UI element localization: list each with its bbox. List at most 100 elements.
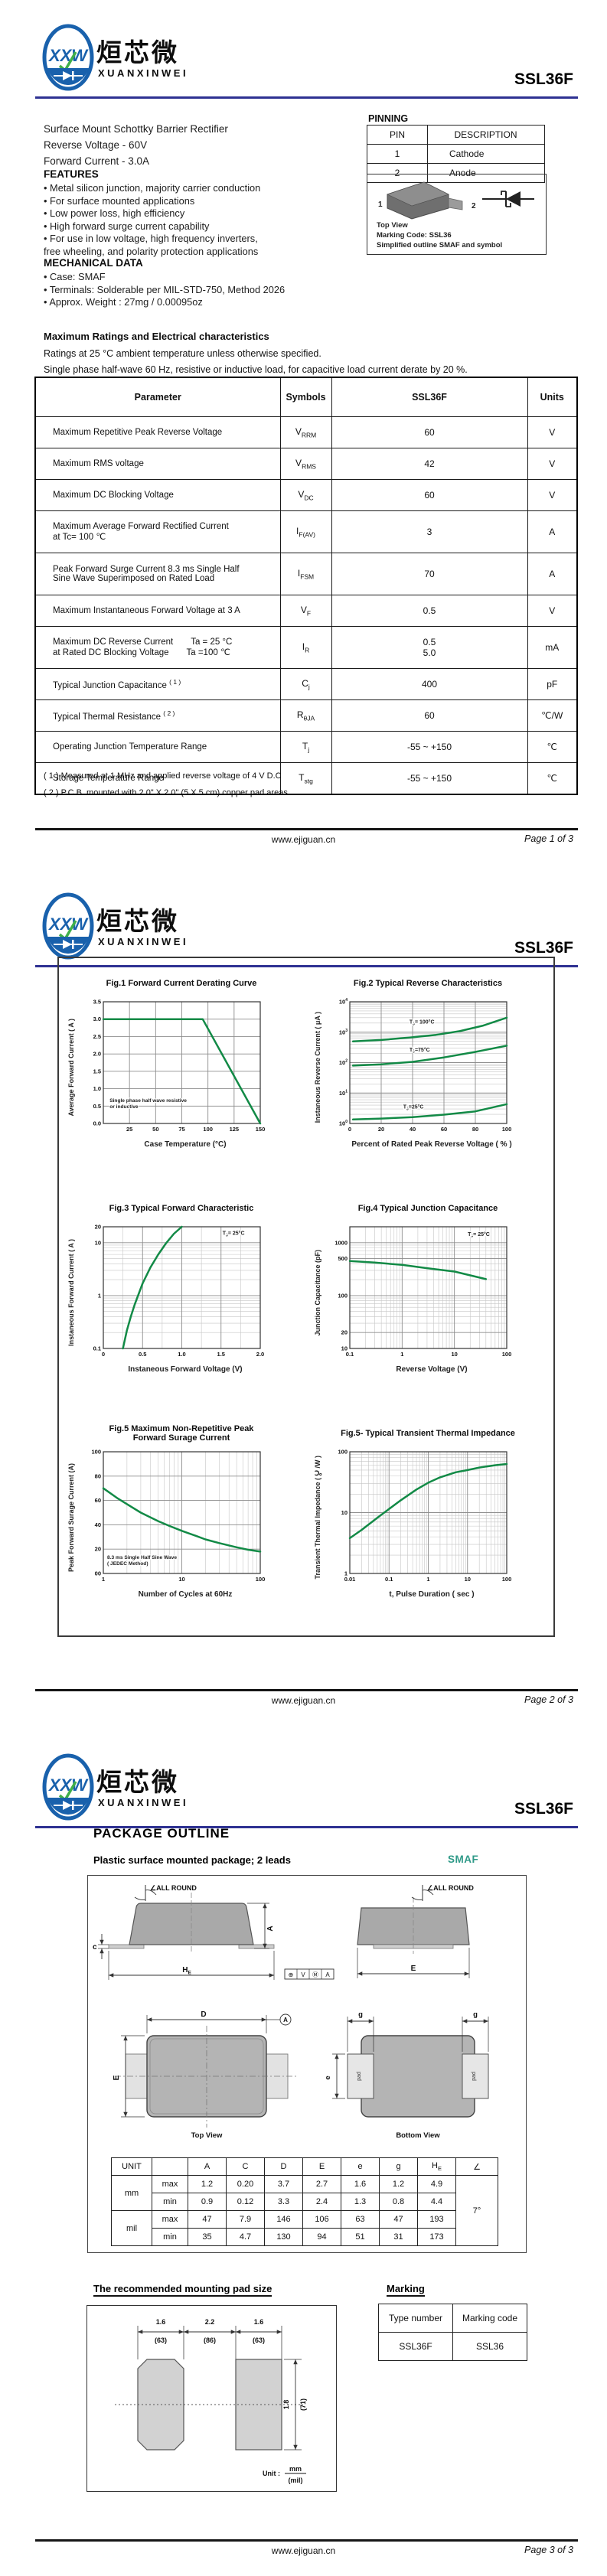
x-axis-label: t, Pulse Duration ( sec ): [389, 1590, 475, 1599]
mounting-pad-title: The recommended mounting pad size: [93, 2282, 272, 2297]
svg-text:1000: 1000: [335, 1239, 348, 1246]
table-row: Maximum Instantaneous Forward Voltage at…: [34, 595, 578, 627]
svg-text:0: 0: [102, 1351, 105, 1358]
package-drawing-box: ∠ALL ROUND c A HE: [87, 1875, 527, 2253]
top-view: D A E Top View: [113, 2010, 299, 2140]
svg-text:10: 10: [95, 1239, 101, 1246]
svg-text:103: 103: [339, 1029, 348, 1036]
table-row: Typical Thermal Resistance ( 2 ) RθJA 60 ℃/…: [34, 699, 578, 732]
ratings-table: Parameter Symbols SSL36F Units Maximum R…: [34, 377, 578, 795]
mechanical-data-section: MECHANICAL DATA Case: SMAF Terminals: So…: [44, 257, 285, 309]
svg-text:3.5: 3.5: [93, 999, 101, 1006]
y-axis-label: Junction Capacitance (pF): [314, 1249, 321, 1336]
svg-text:1.0: 1.0: [178, 1351, 185, 1358]
svg-text:0.01: 0.01: [344, 1576, 356, 1583]
mounting-pad-drawing: 1.6 (63) 2.2 (86) 1.6 (63) 1.8 (71) Unit…: [115, 2318, 307, 2484]
figure-fig3: Fig.3 Typical Forward Characteristic Ins…: [67, 1197, 296, 1374]
fig1-chart: 25 50 75 100 125 150 0.0 0.5 1.0 1.5 2.0 2.5 3.0 3.5 S…: [93, 999, 266, 1133]
svg-text:20: 20: [341, 1329, 348, 1336]
footer-site: www.ejiguan.cn: [271, 2545, 336, 2556]
list-item: Low power loss, high efficiency: [44, 207, 260, 220]
x-axis-label: Percent of Rated Peak Reverse Voltage ( …: [351, 1140, 512, 1149]
figure-title: Fig.5- Typical Transient Thermal Impedan…: [341, 1429, 515, 1438]
x-axis-label: Instaneous Forward Voltage (V): [128, 1365, 243, 1374]
footer-rule: [35, 1689, 578, 1691]
svg-text:TJ=25°C: TJ=25°C: [403, 1104, 424, 1111]
svg-text:D: D: [201, 2010, 206, 2019]
svg-text:1: 1: [102, 1576, 105, 1583]
svg-text:0.1: 0.1: [346, 1351, 354, 1358]
svg-text:0.1: 0.1: [385, 1576, 393, 1583]
bottom-view: pad pad g g e Bottom View: [324, 2010, 489, 2140]
x-axis-label: Case Temperature (°C): [144, 1140, 227, 1149]
footer-rule: [35, 2539, 578, 2542]
svg-text:TJ= 100°C: TJ= 100°C: [410, 1019, 435, 1027]
svg-text:TJ=75°C: TJ=75°C: [410, 1047, 430, 1055]
svg-text:10: 10: [465, 1576, 471, 1583]
x-axis-label: Number of Cycles at 60Hz: [138, 1590, 233, 1599]
table-row: Typical Junction Capacitance ( 1 ) Cj 400 p…: [34, 668, 578, 700]
table-header-row: Type number Marking code: [378, 2304, 527, 2333]
brand-name-cn: 烜芯微: [96, 1768, 179, 1796]
svg-text:100: 100: [338, 1292, 348, 1299]
svg-text:c: c: [93, 1943, 97, 1952]
header-rule: [35, 1826, 578, 1828]
characteristics-figure-box: Fig.1 Forward Current Derating Curve Ave…: [57, 957, 555, 1637]
figure-title: Fig.5 Maximum Non-Repetitive Peak Forwar…: [109, 1424, 254, 1443]
tolerance-datum-box: ⊕ V Ⓜ A: [284, 1968, 335, 1980]
list-item: Approx. Weight : 27mg / 0.00095oz: [44, 296, 285, 309]
svg-text:Top View: Top View: [191, 2131, 223, 2140]
svg-text:100: 100: [256, 1576, 266, 1583]
svg-text:mm: mm: [289, 2465, 302, 2473]
footer-page-number: Page 3 of 3: [524, 2545, 573, 2555]
package-outline-subtitle: Plastic surface mounted package; 2 leads: [93, 1854, 291, 1866]
y-axis-label: Instaneous Reverse Current ( μA ): [314, 1012, 321, 1123]
svg-text:80: 80: [472, 1126, 478, 1133]
x-axis-label: Reverse Voltage (V): [396, 1365, 468, 1374]
right-pad: [235, 2359, 282, 2450]
product-description: Surface Mount Schottky Barrier Rectifier…: [44, 123, 228, 167]
svg-text:00: 00: [95, 1570, 101, 1577]
y-axis-label: Instaneous Forward Current ( A ): [67, 1239, 75, 1346]
svg-text:0.0: 0.0: [93, 1120, 101, 1127]
list-item: High forward surge current capability: [44, 220, 260, 233]
svg-text:100: 100: [203, 1126, 213, 1133]
figure-title: Fig.2 Typical Reverse Characteristics: [353, 979, 503, 988]
features-section: FEATURES Metal silicon junction, majorit…: [44, 168, 260, 258]
footer-page-number: Page 2 of 3: [524, 1694, 573, 1705]
svg-text:100: 100: [502, 1576, 512, 1583]
svg-text:XXW: XXW: [47, 46, 89, 65]
package-name: SMAF: [448, 1854, 479, 1865]
svg-text:TJ= 25°C: TJ= 25°C: [223, 1231, 245, 1238]
diode-icon: [54, 71, 83, 80]
fig3-chart: TJ= 25°C 0 0.5 1.0 1.5 2.0 0.1 1 10 20: [93, 1224, 265, 1358]
svg-text:0.1: 0.1: [93, 1345, 101, 1352]
figure-title: Fig.4 Typical Junction Capacitance: [357, 1204, 498, 1213]
y-axis-label: Transient Thermal Impedance ( ℃/W ): [314, 1456, 321, 1580]
features-title: FEATURES: [44, 168, 99, 180]
table-row: Maximum RMS voltage VRMS 42 V: [34, 448, 578, 480]
svg-text:( JEDEC Method): ( JEDEC Method): [107, 1561, 148, 1567]
svg-text:1.8: 1.8: [282, 2400, 290, 2410]
marking-title: Marking: [387, 2282, 425, 2297]
svg-text:1.0: 1.0: [93, 1085, 101, 1092]
svg-text:10: 10: [341, 1509, 348, 1516]
svg-text:104: 104: [339, 998, 348, 1006]
fig6-chart: 0.01 0.1 1 10 100 1 10 100: [338, 1449, 512, 1583]
header-rule: [35, 96, 578, 99]
mounting-pad-box: 1.6 (63) 2.2 (86) 1.6 (63) 1.8 (71) Unit…: [86, 2305, 337, 2492]
svg-text:e: e: [324, 2075, 332, 2079]
svg-text:10: 10: [451, 1351, 457, 1358]
svg-text:∠ALL ROUND: ∠ALL ROUND: [427, 1884, 474, 1892]
svg-text:40: 40: [410, 1126, 416, 1133]
pinning-title: PINNING: [368, 113, 409, 124]
part-number: SSL36F: [514, 1800, 573, 1818]
svg-text:1: 1: [344, 1570, 348, 1577]
table-row: 2 Anode: [367, 163, 545, 183]
page-2: XXW 烜芯微 XUANXINWEI SSL36F Fig.1 Forward …: [0, 869, 607, 1730]
package-3d-drawing: 1 2: [378, 181, 534, 220]
svg-text:80: 80: [95, 1472, 101, 1479]
svg-text:1.6: 1.6: [156, 2318, 166, 2326]
svg-text:HE: HE: [182, 1966, 191, 1976]
